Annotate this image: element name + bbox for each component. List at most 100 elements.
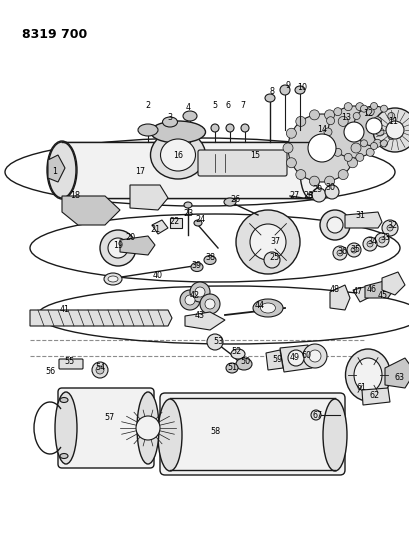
Text: 63: 63 (394, 374, 404, 383)
Circle shape (355, 103, 363, 111)
Circle shape (263, 252, 279, 268)
Circle shape (365, 148, 373, 156)
Circle shape (347, 128, 357, 138)
Polygon shape (364, 280, 391, 298)
Circle shape (337, 116, 347, 126)
Circle shape (344, 103, 351, 111)
Text: 25: 25 (269, 254, 279, 262)
Ellipse shape (225, 363, 237, 373)
Circle shape (92, 362, 108, 378)
Circle shape (344, 154, 351, 161)
Text: 60: 60 (301, 351, 311, 359)
Text: 27: 27 (289, 190, 299, 199)
Text: 47: 47 (352, 287, 362, 296)
Text: 56: 56 (45, 367, 55, 376)
Text: 32: 32 (386, 221, 396, 230)
Polygon shape (381, 272, 404, 295)
Text: 6: 6 (225, 101, 230, 109)
Circle shape (350, 247, 356, 253)
Ellipse shape (48, 142, 76, 198)
Circle shape (195, 287, 204, 297)
Circle shape (370, 142, 377, 149)
Circle shape (387, 133, 394, 140)
Circle shape (336, 250, 342, 256)
Text: 50: 50 (239, 358, 249, 367)
Polygon shape (120, 236, 155, 255)
Text: 8319 700: 8319 700 (22, 28, 87, 41)
Circle shape (108, 238, 128, 258)
Text: 18: 18 (70, 190, 80, 199)
Ellipse shape (345, 349, 389, 401)
Polygon shape (329, 285, 349, 310)
Text: 14: 14 (316, 125, 326, 134)
Circle shape (282, 143, 292, 153)
Ellipse shape (60, 454, 68, 458)
Circle shape (326, 139, 334, 147)
Circle shape (385, 121, 403, 139)
Text: 43: 43 (195, 311, 204, 319)
Circle shape (324, 185, 338, 199)
Text: 5: 5 (212, 101, 217, 109)
Circle shape (207, 334, 222, 350)
Polygon shape (279, 345, 311, 372)
Ellipse shape (104, 273, 122, 285)
Circle shape (373, 117, 380, 125)
Circle shape (324, 176, 334, 186)
Polygon shape (265, 350, 282, 370)
Text: 24: 24 (194, 215, 204, 224)
Circle shape (350, 143, 360, 153)
Text: 55: 55 (65, 358, 75, 367)
Text: 38: 38 (204, 253, 214, 262)
FancyBboxPatch shape (59, 359, 83, 369)
Text: 28: 28 (302, 191, 312, 200)
Circle shape (295, 169, 305, 180)
Text: 54: 54 (95, 364, 105, 373)
Circle shape (96, 366, 104, 374)
Circle shape (373, 139, 380, 147)
Text: 57: 57 (105, 414, 115, 423)
Circle shape (353, 106, 393, 146)
Ellipse shape (184, 202, 191, 208)
Text: 42: 42 (189, 292, 200, 301)
Text: 29: 29 (312, 185, 322, 195)
Ellipse shape (182, 111, 196, 121)
Circle shape (295, 116, 305, 126)
Circle shape (375, 128, 383, 136)
Text: 41: 41 (60, 305, 70, 314)
Text: 67: 67 (312, 410, 322, 419)
Circle shape (366, 241, 372, 247)
Circle shape (249, 224, 285, 260)
FancyBboxPatch shape (160, 393, 344, 475)
Circle shape (309, 176, 319, 186)
FancyBboxPatch shape (198, 150, 286, 176)
Text: 23: 23 (182, 209, 193, 219)
Bar (170, 218, 182, 228)
Polygon shape (130, 185, 168, 210)
Ellipse shape (204, 255, 216, 264)
Ellipse shape (108, 276, 118, 282)
Circle shape (372, 108, 409, 152)
Bar (62, 142, 309, 198)
Text: 16: 16 (173, 150, 182, 159)
Circle shape (352, 133, 359, 140)
Text: 22: 22 (169, 217, 180, 227)
Circle shape (100, 230, 136, 266)
Circle shape (310, 410, 320, 420)
Text: 61: 61 (356, 384, 366, 392)
Ellipse shape (150, 121, 205, 143)
Polygon shape (361, 388, 389, 405)
Text: 31: 31 (354, 211, 364, 220)
Ellipse shape (60, 398, 68, 402)
Circle shape (204, 299, 214, 309)
Text: 46: 46 (366, 286, 376, 295)
Circle shape (324, 110, 334, 120)
Ellipse shape (236, 358, 252, 370)
Ellipse shape (264, 94, 274, 102)
Circle shape (355, 154, 363, 161)
Ellipse shape (353, 358, 381, 392)
Ellipse shape (162, 117, 177, 127)
Ellipse shape (191, 262, 202, 271)
Text: 11: 11 (387, 117, 397, 126)
Text: 17: 17 (135, 167, 145, 176)
Circle shape (352, 112, 359, 119)
